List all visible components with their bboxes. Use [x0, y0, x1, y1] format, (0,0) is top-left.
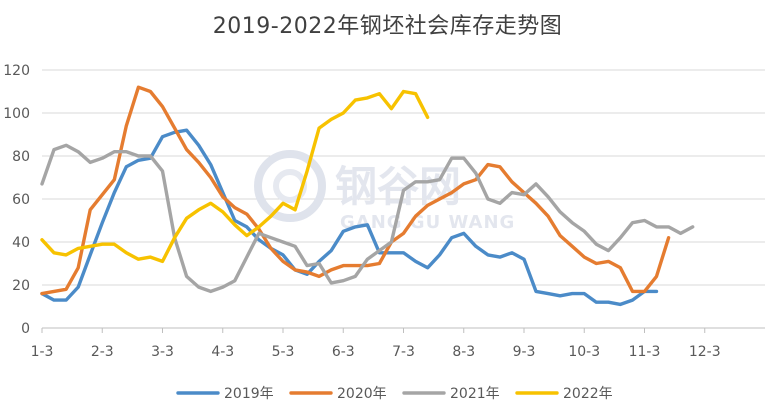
- y-tick-label: 40: [12, 235, 30, 251]
- x-tick-label: 5-3: [272, 344, 295, 360]
- legend: 2019年 2020年 2021年 2022年: [176, 386, 613, 402]
- series-line-0: [40, 128, 659, 307]
- x-tick-label: 10-3: [568, 344, 600, 360]
- y-tick-label: 100: [3, 106, 30, 122]
- legend-label-2: 2021年: [450, 386, 500, 402]
- legend-label-0: 2019年: [224, 386, 274, 402]
- watermark-text: 钢谷网: [335, 162, 461, 211]
- legend-label-1: 2020年: [337, 386, 387, 402]
- y-tick-label: 60: [12, 192, 30, 208]
- series-layer: [40, 85, 695, 307]
- axis-layer: 0 20 40 60 80 100 120 1-3 2-3 3-3 4-3 5-3 6-3 7-3 8-3 9…: [3, 63, 720, 360]
- watermark-logo-icon: [254, 150, 326, 222]
- x-tick-label: 4-3: [211, 344, 234, 360]
- y-tick-label: 120: [3, 63, 30, 79]
- x-tick-label: 6-3: [332, 344, 355, 360]
- x-tick-label: 1-3: [31, 344, 54, 360]
- series-line-2: [40, 143, 695, 294]
- x-tick-label: 3-3: [151, 344, 174, 360]
- x-tick-label: 8-3: [452, 344, 475, 360]
- y-tick-label: 80: [12, 149, 30, 165]
- series-line-1: [40, 85, 671, 296]
- chart-title: 2019-2022年钢坯社会库存走势图: [212, 14, 563, 39]
- y-tick-label: 0: [21, 321, 30, 337]
- y-tick-label: 20: [12, 278, 30, 294]
- x-tick-label: 11-3: [629, 344, 661, 360]
- x-tick-label: 12-3: [689, 344, 721, 360]
- x-tick-label: 2-3: [91, 344, 114, 360]
- watermark-subtext: GANG GU WANG: [340, 212, 515, 233]
- x-tick-label: 9-3: [513, 344, 536, 360]
- legend-label-3: 2022年: [563, 386, 613, 402]
- x-tick-label: 7-3: [392, 344, 415, 360]
- series-line-3: [40, 89, 430, 264]
